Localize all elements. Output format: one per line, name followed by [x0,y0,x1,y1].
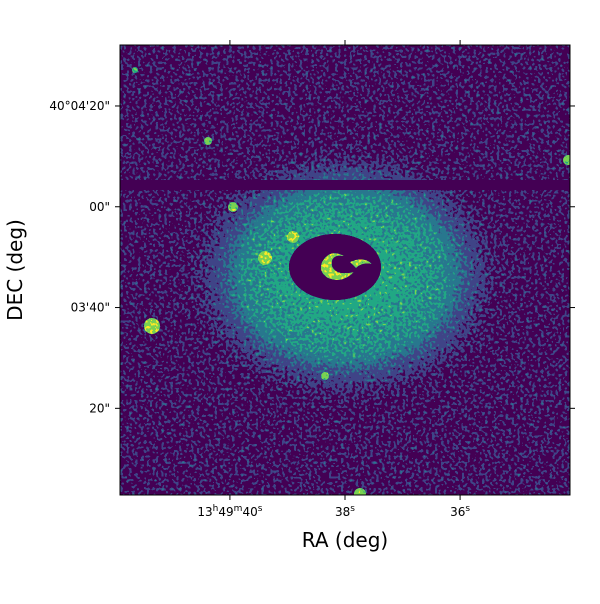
y-tick-label: 00" [89,200,110,214]
x-axis-label: RA (deg) [302,528,388,552]
y-tick-label: 40°04'20" [49,99,110,113]
image [120,45,570,495]
x-tick-label: 13h49m40s [197,504,262,519]
y-tick-label: 03'40" [71,301,110,315]
x-tick-label: 36s [450,504,470,519]
y-tick-label: 20" [89,401,110,415]
y-axis-label: DEC (deg) [3,219,27,321]
x-tick-label: 38s [335,504,355,519]
